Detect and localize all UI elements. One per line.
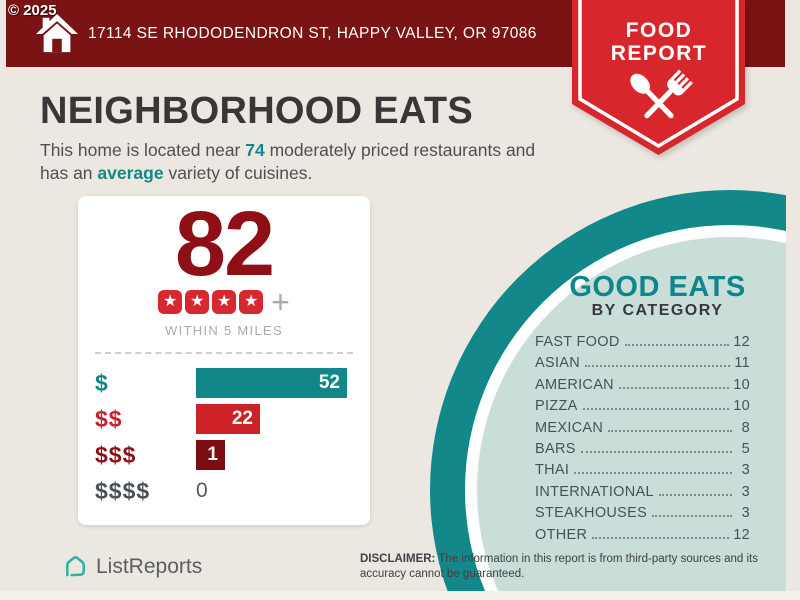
price-bar: 22: [196, 404, 260, 434]
category-row: BARS 5: [535, 441, 750, 462]
star-rating: ★ ★ ★ ★ +: [78, 284, 370, 320]
category-count: 3: [741, 462, 750, 479]
category-list: FAST FOOD 12 ASIAN 11 AMERICAN 10 PIZZA 10 MEXIC…: [535, 334, 750, 548]
category-name: BARS: [535, 440, 576, 457]
dashed-divider: [95, 352, 353, 354]
category-count: 10: [733, 398, 750, 415]
price-label: $$$$: [95, 477, 151, 504]
home-icon: [36, 13, 78, 60]
property-address: 17114 SE RHODODENDRON ST, HAPPY VALLEY, …: [88, 24, 537, 42]
category-row: AMERICAN 10: [535, 377, 750, 398]
dotted-leader: [585, 365, 731, 368]
price-row: $$ 22: [95, 404, 356, 434]
intro-part3: has an: [40, 163, 98, 184]
bottom-margin-strip: [0, 591, 800, 600]
disclaimer-line1: The information in this report is from t…: [435, 553, 758, 565]
category-count: 3: [741, 483, 750, 500]
dotted-leader: [658, 493, 732, 496]
badge-title-report: REPORT: [610, 42, 708, 65]
listreports-brand: ListReports: [62, 553, 202, 580]
page-title: NEIGHBORHOOD EATS: [40, 90, 473, 132]
category-name: MEXICAN: [535, 419, 604, 436]
disclaimer-text: DISCLAIMER: The information in this repo…: [360, 552, 798, 582]
dotted-leader: [574, 472, 732, 475]
category-row: THAI 3: [535, 462, 750, 483]
dotted-leader: [582, 408, 730, 411]
price-level-bar-chart: $52 $$ 22 $$$ 1 $$$$ 0: [95, 368, 356, 512]
category-count: 8: [741, 419, 750, 436]
dotted-leader: [652, 515, 732, 518]
star-icon: ★: [212, 290, 237, 314]
price-row: $52: [95, 368, 356, 398]
category-name: THAI: [535, 462, 570, 479]
badge-title-food: FOOD: [625, 19, 693, 42]
category-row: INTERNATIONAL 3: [535, 484, 750, 505]
price-label: $: [95, 369, 109, 396]
variety-highlight: average: [97, 163, 164, 184]
food-report-badge: FOOD REPORT: [566, 0, 752, 162]
dotted-leader: [608, 429, 732, 432]
dotted-leader: [618, 386, 730, 389]
restaurant-score: 82: [174, 193, 275, 295]
listreports-wordmark: ListReports: [96, 554, 203, 578]
disclaimer-label: DISCLAIMER:: [360, 553, 436, 565]
disclaimer-line2: accuracy cannot be guaranteed.: [360, 567, 525, 580]
category-name: ASIAN: [535, 355, 581, 372]
circle-clip-region: [430, 190, 786, 591]
category-count: 11: [734, 355, 750, 372]
intro-part1: This home is located near: [40, 140, 246, 160]
intro-part4: variety of cuisines.: [163, 163, 313, 184]
category-row: OTHER 12: [535, 527, 750, 548]
price-row: $$$$ 0: [95, 476, 356, 506]
listreports-logo-icon: [66, 556, 85, 577]
price-bar: 1: [196, 440, 225, 470]
star-icon: ★: [185, 290, 210, 314]
price-label: $$$: [95, 441, 137, 468]
intro-part2: moderately priced restaurants and: [264, 140, 536, 160]
category-row: PIZZA 10: [535, 398, 750, 419]
score-card: 82 ★ ★ ★ ★ + WITHIN 5 MILES $52 $$ 22 $$$ 1 $$$$ 0: [78, 196, 370, 525]
star-icon: ★: [158, 290, 183, 314]
dotted-leader: [592, 536, 730, 539]
dotted-leader: [624, 344, 730, 346]
category-name: OTHER: [535, 526, 588, 543]
intro-text: This home is located near 74 moderately …: [40, 139, 570, 186]
category-row: MEXICAN 8: [535, 420, 750, 441]
price-label: $$: [95, 405, 123, 432]
radius-caption: WITHIN 5 MILES: [165, 323, 283, 338]
category-count: 12: [733, 334, 750, 350]
ribbon-shape: [572, 0, 745, 155]
category-count: 10: [733, 376, 750, 393]
good-eats-title: GOOD EATS: [569, 271, 746, 303]
category-count: 5: [741, 440, 750, 457]
star-icon: ★: [239, 290, 264, 314]
category-name: FAST FOOD: [535, 334, 620, 350]
plus-sign: +: [271, 284, 290, 320]
category-name: AMERICAN: [535, 376, 614, 393]
price-bar: 52: [196, 368, 347, 398]
price-zero-value: 0: [196, 479, 208, 502]
category-name: INTERNATIONAL: [535, 483, 654, 500]
category-name: STEAKHOUSES: [535, 505, 648, 522]
category-row: STEAKHOUSES 3: [535, 505, 750, 526]
category-count: 3: [741, 505, 750, 522]
category-row: ASIAN 11: [535, 355, 750, 376]
category-name: PIZZA: [535, 398, 578, 415]
dotted-leader: [580, 450, 732, 453]
restaurant-count: 74: [245, 140, 265, 160]
good-eats-subtitle: BY CATEGORY: [591, 302, 724, 319]
category-count: 12: [733, 526, 750, 543]
spoon-fork-icon: [630, 69, 693, 119]
copyright-text: © 2025: [8, 2, 57, 19]
price-row: $$$ 1: [95, 440, 356, 470]
category-row: FAST FOOD 12: [535, 334, 750, 355]
